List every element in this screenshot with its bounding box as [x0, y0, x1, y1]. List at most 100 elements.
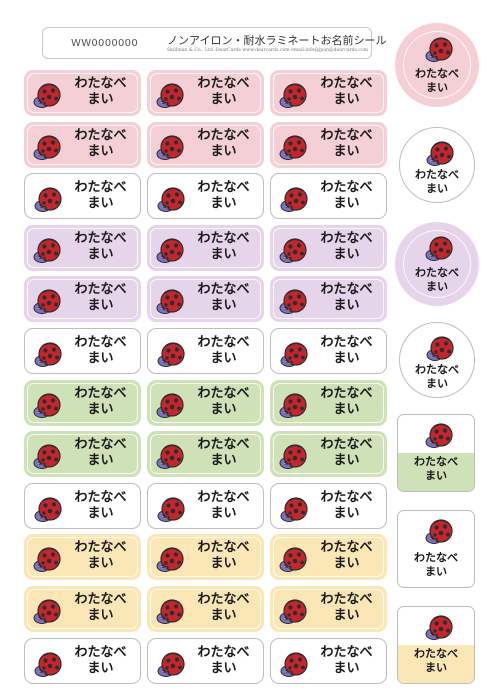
name-line-1: わたなべ — [320, 592, 373, 607]
name-line-2: まい — [210, 453, 237, 469]
ladybug-icon — [155, 391, 185, 421]
name-line-1: わたなべ — [320, 76, 373, 91]
ladybug-icon — [156, 650, 186, 680]
ladybug-icon — [33, 185, 63, 215]
name-line-2: まい — [210, 246, 237, 262]
name-line-2: まい — [425, 565, 447, 578]
name-line-2: まい — [210, 556, 237, 572]
name-label: わたなべ まい — [24, 276, 141, 323]
ladybug-icon — [278, 81, 308, 111]
name-line-1: わたなべ — [197, 335, 250, 350]
name-line-1: わたなべ — [415, 66, 459, 80]
name-line-1: わたなべ — [414, 455, 458, 468]
name-line-1: わたなべ — [320, 385, 373, 401]
square-sticker: わたなべ まい — [397, 606, 475, 684]
label-name: わたなべ まい — [185, 128, 262, 160]
name-line-1: わたなべ — [197, 489, 250, 505]
label-name: わたなべ まい — [186, 335, 261, 367]
ladybug-icon — [278, 287, 308, 317]
label-name: わたなべ まい — [62, 592, 139, 624]
name-line-1: わたなべ — [74, 180, 127, 196]
name-line-2: まい — [333, 246, 360, 262]
name-line-2: まい — [333, 143, 360, 159]
name-line-1: わたなべ — [320, 282, 373, 298]
name-line-2: まい — [87, 453, 114, 469]
name-line-2: まい — [426, 376, 448, 390]
ladybug-icon — [32, 545, 62, 575]
ladybug-icon — [32, 236, 62, 266]
label-name: わたなべ まい — [63, 335, 138, 367]
name-line-2: まい — [425, 469, 447, 482]
name-line-1: わたなべ — [320, 489, 373, 505]
label-name: わたなべ まい — [309, 645, 384, 677]
name-label: わたなべ まい — [270, 482, 387, 529]
name-line-1: わたなべ — [320, 180, 373, 196]
label-name: わたなべ まい — [309, 180, 384, 212]
name-line-1: わたなべ — [320, 644, 373, 660]
sticker-name: わたなべ まい — [398, 455, 474, 483]
name-line-2: まい — [87, 556, 114, 572]
name-line-2: まい — [333, 608, 360, 623]
name-line-2: まい — [333, 660, 360, 676]
name-line-2: まい — [333, 556, 360, 572]
name-label: わたなべ まい — [147, 173, 264, 220]
ladybug-icon — [425, 139, 455, 169]
name-line-2: まい — [210, 196, 237, 212]
name-line-2: まい — [210, 608, 237, 623]
name-line-2: まい — [333, 196, 360, 212]
label-name: わたなべ まい — [186, 180, 261, 212]
ladybug-icon — [425, 334, 455, 364]
ladybug-icon — [156, 495, 186, 525]
name-line-1: わたなべ — [197, 127, 250, 143]
name-label: わたなべ まい — [147, 224, 264, 271]
name-line-2: まい — [210, 92, 237, 107]
name-label: わたなべ まい — [24, 431, 141, 478]
label-name: わたなべ まい — [308, 592, 385, 624]
name-line-1: わたなべ — [197, 76, 250, 91]
sticker-name: わたなべ まい — [395, 67, 479, 95]
name-label: わたなべ まい — [270, 70, 387, 116]
name-line-1: わたなべ — [197, 385, 250, 401]
ladybug-icon — [278, 597, 308, 627]
square-sticker: わたなべ まい — [397, 510, 475, 588]
name-line-1: わたなべ — [74, 437, 127, 453]
product-code: WW0000000 — [71, 38, 139, 49]
name-label: わたなべ まい — [270, 121, 387, 168]
label-name: わたなべ まい — [185, 76, 262, 108]
round-sticker: わたなべ まい — [395, 23, 479, 107]
name-label: わたなべ まい — [270, 534, 387, 581]
ladybug-icon — [32, 81, 62, 111]
name-line-2: まい — [87, 660, 114, 676]
ladybug-icon — [424, 234, 454, 264]
name-line-2: まい — [426, 279, 448, 293]
name-line-1: わたなべ — [320, 437, 373, 453]
ladybug-icon — [424, 35, 454, 65]
name-line-1: わたなべ — [320, 540, 373, 556]
name-line-1: わたなべ — [74, 644, 127, 660]
ladybug-icon — [279, 185, 309, 215]
ladybug-icon — [33, 340, 63, 370]
name-line-2: まい — [210, 401, 237, 417]
name-label: わたなべ まい — [147, 121, 264, 168]
name-line-2: まい — [87, 351, 114, 366]
ladybug-icon — [279, 340, 309, 370]
name-line-1: わたなべ — [197, 540, 250, 556]
name-line-2: まい — [333, 92, 360, 107]
name-line-2: まい — [333, 453, 360, 469]
name-line-1: わたなべ — [74, 76, 127, 91]
name-line-1: わたなべ — [74, 335, 127, 350]
label-name: わたなべ まい — [309, 490, 384, 522]
label-name: わたなべ まい — [63, 645, 138, 677]
ladybug-icon — [32, 442, 62, 472]
sticker-name: わたなべ まい — [398, 647, 474, 675]
name-line-1: わたなべ — [74, 540, 127, 556]
name-line-2: まい — [426, 181, 448, 195]
ladybug-icon — [32, 133, 62, 163]
name-label: わたなべ まい — [270, 431, 387, 478]
sticker-name: わたなべ まい — [395, 266, 479, 294]
label-name: わたなべ まい — [185, 592, 262, 624]
name-line-1: わたなべ — [197, 282, 250, 298]
name-line-2: まい — [87, 246, 114, 262]
name-line-2: まい — [87, 505, 114, 521]
